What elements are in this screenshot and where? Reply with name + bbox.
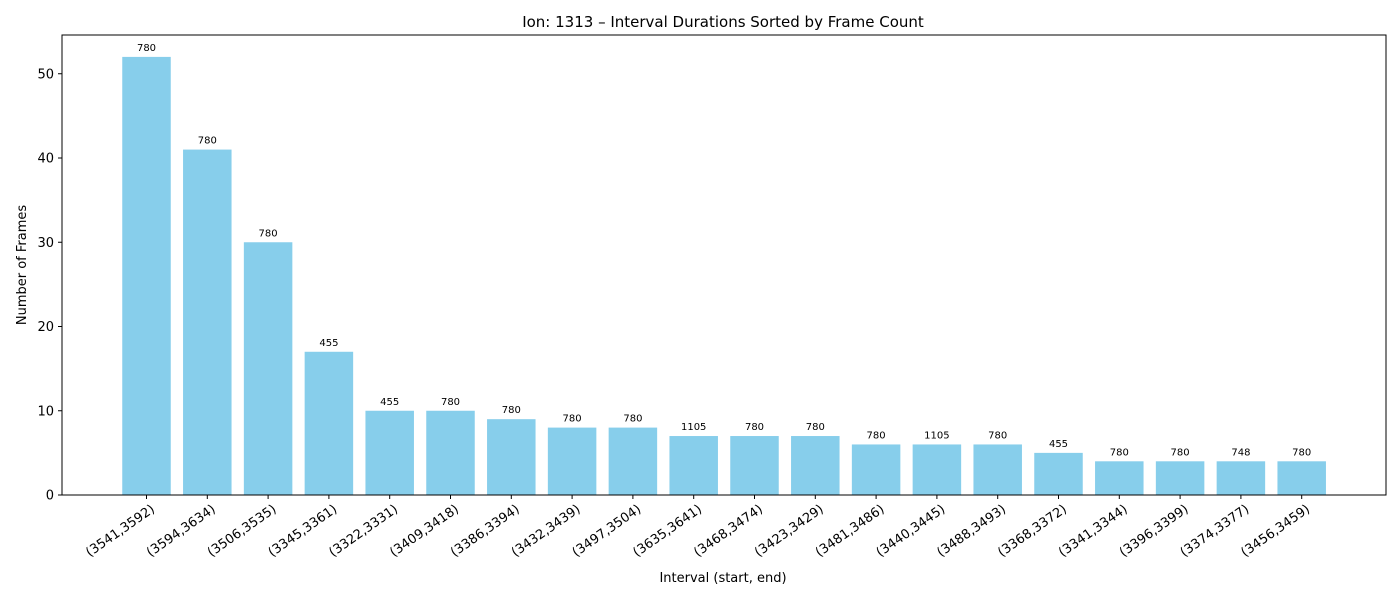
bar	[304, 351, 354, 495]
bar-value-label: 1105	[681, 422, 706, 433]
y-tick-label: 30	[37, 236, 54, 251]
bar	[365, 410, 414, 495]
bar-value-label: 780	[563, 414, 582, 425]
bar	[851, 444, 901, 495]
y-axis-label: Number of Frames	[15, 205, 30, 326]
bar-value-label: 780	[259, 228, 278, 239]
bar	[608, 427, 658, 495]
bar-value-label: 748	[1231, 447, 1250, 458]
bar	[426, 410, 475, 495]
bar	[547, 427, 597, 495]
y-tick-label: 50	[37, 67, 54, 82]
bar	[791, 436, 840, 495]
bar	[1034, 452, 1083, 495]
y-tick-label: 10	[37, 404, 54, 419]
bar-value-label: 780	[1110, 447, 1129, 458]
bar	[1095, 461, 1144, 495]
bar	[183, 149, 232, 495]
bar-value-label: 780	[867, 430, 886, 441]
bar-value-label: 455	[1049, 439, 1068, 450]
plot-frame	[61, 34, 1387, 496]
bar-value-label: 780	[441, 397, 460, 408]
bar	[973, 444, 1022, 495]
bar	[730, 436, 779, 495]
plot-area: 780(3541,3592)780(3594,3634)780(3506,353…	[37, 34, 1387, 560]
bar	[669, 436, 718, 495]
y-tick-label: 0	[46, 489, 54, 504]
bar-value-label: 780	[623, 414, 642, 425]
bar-value-label: 455	[319, 338, 338, 349]
x-axis-label: Interval (start, end)	[659, 571, 786, 586]
bar-value-label: 780	[198, 136, 217, 147]
bar	[243, 242, 293, 495]
bar	[1216, 461, 1266, 495]
bar-value-label: 780	[988, 430, 1007, 441]
bar	[1277, 461, 1326, 495]
bar-value-label: 780	[137, 43, 156, 54]
bar-value-label: 780	[745, 422, 764, 433]
bar-value-label: 1105	[924, 430, 949, 441]
bar	[487, 419, 536, 495]
chart-title: Ion: 1313 – Interval Durations Sorted by…	[522, 13, 924, 31]
bar	[122, 56, 171, 496]
bar-value-label: 455	[380, 397, 399, 408]
bar-value-label: 780	[502, 405, 521, 416]
bar-value-label: 780	[1292, 447, 1311, 458]
y-tick-label: 20	[37, 320, 54, 335]
bar-value-label: 780	[806, 422, 825, 433]
bar-value-label: 780	[1171, 447, 1190, 458]
y-tick-label: 40	[37, 152, 54, 167]
bar	[912, 444, 962, 495]
bar	[1155, 461, 1205, 495]
